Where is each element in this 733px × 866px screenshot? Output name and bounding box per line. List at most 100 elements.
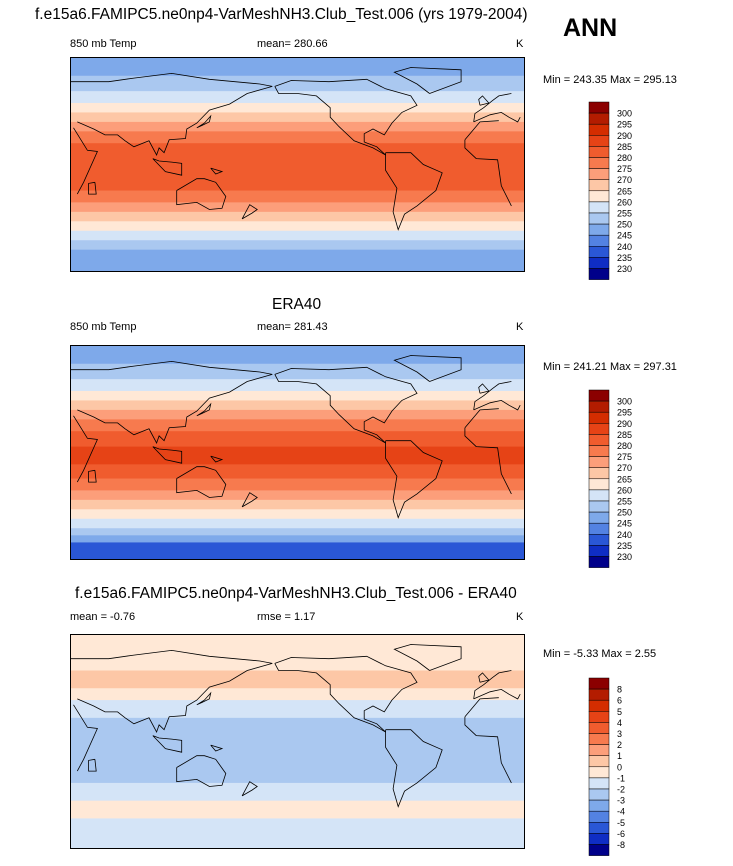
colorbar-box xyxy=(588,500,610,513)
colorbar-box xyxy=(588,400,610,413)
colorbar-box xyxy=(588,699,610,712)
colorbar-label: 265 xyxy=(617,186,632,196)
contour-band xyxy=(71,765,524,784)
contour-band xyxy=(71,528,524,536)
coastline xyxy=(196,402,212,417)
colorbar-label: 8 xyxy=(617,685,622,695)
colorbar-box xyxy=(588,135,610,147)
main-title: f.e15a6.FAMIPC5.ne0np4-VarMeshNH3.Club_T… xyxy=(35,6,528,23)
colorbar-label: 230 xyxy=(617,264,632,274)
colorbar-label: 260 xyxy=(617,197,632,207)
coastline xyxy=(274,366,418,444)
coastline xyxy=(464,697,499,717)
contour-band xyxy=(71,202,524,213)
panel3-title: f.e15a6.FAMIPC5.ne0np4-VarMeshNH3.Club_T… xyxy=(75,585,517,602)
colorbar-box xyxy=(588,534,610,546)
colorbar-label: 270 xyxy=(617,463,632,473)
contour-band xyxy=(71,800,524,820)
coastline xyxy=(464,427,512,495)
colorbar-box xyxy=(588,777,610,790)
coastline xyxy=(393,67,462,94)
coastline xyxy=(385,440,443,519)
coastlines xyxy=(71,67,521,231)
panel1-colorbar: 300 295 290 285 280 275 270 265 260 255 250 245 240 2… xyxy=(588,100,659,285)
colorbar-label: 235 xyxy=(617,253,632,263)
colorbar-box xyxy=(588,101,610,114)
coastlines xyxy=(71,355,521,519)
coastline xyxy=(210,744,224,752)
colorbar-label: 290 xyxy=(617,131,632,141)
season-label: ANN xyxy=(563,14,618,42)
colorbar-label: 285 xyxy=(617,142,632,152)
colorbar-box xyxy=(588,190,610,203)
colorbar-label: 250 xyxy=(617,220,632,230)
colorbar-box xyxy=(588,456,610,468)
coastline xyxy=(241,781,258,797)
colorbar-box xyxy=(588,201,610,214)
coastline xyxy=(473,93,512,122)
colorbar-label: 255 xyxy=(617,209,632,219)
contour-band xyxy=(71,419,524,432)
colorbar-box xyxy=(588,123,610,136)
contour-band xyxy=(71,700,524,719)
colorbar-label: 295 xyxy=(617,120,632,130)
panel3-units: K xyxy=(516,611,524,623)
colorbar-label: 265 xyxy=(617,474,632,484)
coastline xyxy=(385,729,443,808)
panel2-mean-label: mean= 281.43 xyxy=(257,321,328,333)
coastline xyxy=(393,355,462,382)
colorbar-box xyxy=(588,799,610,812)
colorbar-box xyxy=(588,511,610,524)
panel2-title: ERA40 xyxy=(272,296,322,313)
coastline xyxy=(73,415,98,483)
colorbar-box xyxy=(588,833,610,845)
colorbar-label: -6 xyxy=(617,829,625,839)
colorbar-box xyxy=(588,179,610,192)
colorbar-box xyxy=(588,822,610,834)
contour-band xyxy=(71,363,524,380)
coastline xyxy=(464,120,499,140)
contour-band xyxy=(71,58,524,77)
contour-band xyxy=(71,535,524,544)
contour-band xyxy=(71,230,524,241)
model-field xyxy=(71,58,524,271)
coastline xyxy=(196,114,212,129)
coastline xyxy=(385,152,443,231)
coastline xyxy=(71,72,273,156)
contour-band xyxy=(71,818,524,848)
coastline xyxy=(210,167,224,175)
panel3-rmse-label: rmse = 1.17 xyxy=(257,611,316,623)
contour-band xyxy=(71,782,524,802)
colorbar-label: -4 xyxy=(617,807,625,817)
colorbar-label: 4 xyxy=(617,718,622,728)
coastline xyxy=(176,466,227,498)
contour-band xyxy=(71,121,524,132)
coastline xyxy=(88,758,97,772)
coastline xyxy=(176,178,227,210)
colorbar-label: 275 xyxy=(617,164,632,174)
colorbar-box xyxy=(588,112,610,125)
colorbar-box xyxy=(588,810,610,823)
colorbar-box xyxy=(588,478,610,491)
contour-band xyxy=(71,75,524,92)
coastline xyxy=(73,704,98,772)
panel3-colorbar: 8 6 5 4 3 2 1 0 -1 -2 -3 -4 -5 -6 -8 xyxy=(588,676,659,861)
colorbar-label: 1 xyxy=(617,751,622,761)
coastline xyxy=(152,158,183,176)
coastline xyxy=(152,446,183,464)
colorbar-box xyxy=(588,489,610,502)
contour-band xyxy=(71,431,524,448)
colorbar-label: 235 xyxy=(617,541,632,551)
coastline xyxy=(473,399,521,411)
obs-field xyxy=(71,346,524,559)
colorbar-box xyxy=(588,389,610,402)
contour-band xyxy=(71,518,524,529)
colorbar-label: 250 xyxy=(617,508,632,518)
contour-band xyxy=(71,688,524,701)
colorbar-label: 3 xyxy=(617,729,622,739)
contour-band xyxy=(71,478,524,491)
colorbar-label: -1 xyxy=(617,773,625,783)
coastline xyxy=(473,688,521,700)
colorbar-box xyxy=(588,711,610,723)
colorbar-box xyxy=(588,234,610,247)
